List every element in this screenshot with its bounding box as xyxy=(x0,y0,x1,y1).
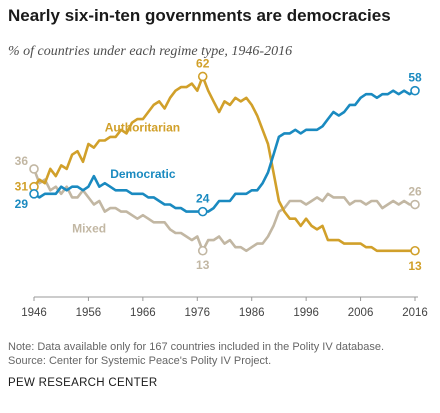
democratic-end-label: 58 xyxy=(408,71,422,85)
mixed-start-marker xyxy=(29,164,39,174)
org-label: PEW RESEARCH CENTER xyxy=(8,377,158,389)
mixed-min-marker xyxy=(197,245,208,256)
authoritarian-peak-marker xyxy=(197,71,208,82)
authoritarian-end-label: 13 xyxy=(408,259,422,273)
authoritarian-start-label: 31 xyxy=(15,180,29,194)
x-tick-label: 1996 xyxy=(293,307,319,319)
democratic-start-marker xyxy=(29,189,39,199)
line-chart: 1946 1956 1966 1976 1986 1996 2006 2016 31 62 13 A… xyxy=(15,56,428,319)
authoritarian-end-marker xyxy=(410,245,420,256)
democratic-min-label: 24 xyxy=(196,192,210,206)
democratic-end-marker xyxy=(410,85,420,96)
chart-source: Source: Center for Systemic Peace's Poli… xyxy=(8,355,272,367)
mixed-series-label: Mixed xyxy=(72,221,106,235)
democratic-min-marker xyxy=(197,206,208,217)
mixed-start-label: 36 xyxy=(15,154,29,168)
chart-title: Nearly six-in-ten governments are democr… xyxy=(8,6,391,25)
democratic-start-label: 29 xyxy=(15,197,29,211)
x-tick-label: 1976 xyxy=(184,307,210,319)
series-line-authoritarian xyxy=(32,75,417,253)
democratic-series-label: Democratic xyxy=(110,167,176,181)
mixed-end-label: 26 xyxy=(408,185,422,199)
data-labels: 31 62 13 Authoritarian 29 24 58 Democratic 36 13 2… xyxy=(15,56,422,272)
series-line-mixed xyxy=(32,167,417,253)
mixed-end-marker xyxy=(410,199,420,210)
authoritarian-series-label: Authoritarian xyxy=(105,121,180,135)
x-tick-label: 1986 xyxy=(239,307,265,319)
authoritarian-peak-label: 62 xyxy=(196,56,210,70)
chart-note: Note: Data available only for 167 countr… xyxy=(8,341,385,353)
x-axis-ticks: 1946 1956 1966 1976 1986 1996 2006 2016 xyxy=(21,297,428,319)
x-tick-label: 1946 xyxy=(21,307,47,319)
mixed-min-label: 13 xyxy=(196,258,210,272)
x-tick-label: 1966 xyxy=(130,307,156,319)
chart-subtitle: % of countries under each regime type, 1… xyxy=(8,44,293,59)
x-tick-label: 1956 xyxy=(76,307,102,319)
series-line-democratic xyxy=(32,89,417,213)
x-tick-label: 2006 xyxy=(348,307,374,319)
series-lines xyxy=(32,75,417,253)
x-tick-label: 2016 xyxy=(402,307,428,319)
